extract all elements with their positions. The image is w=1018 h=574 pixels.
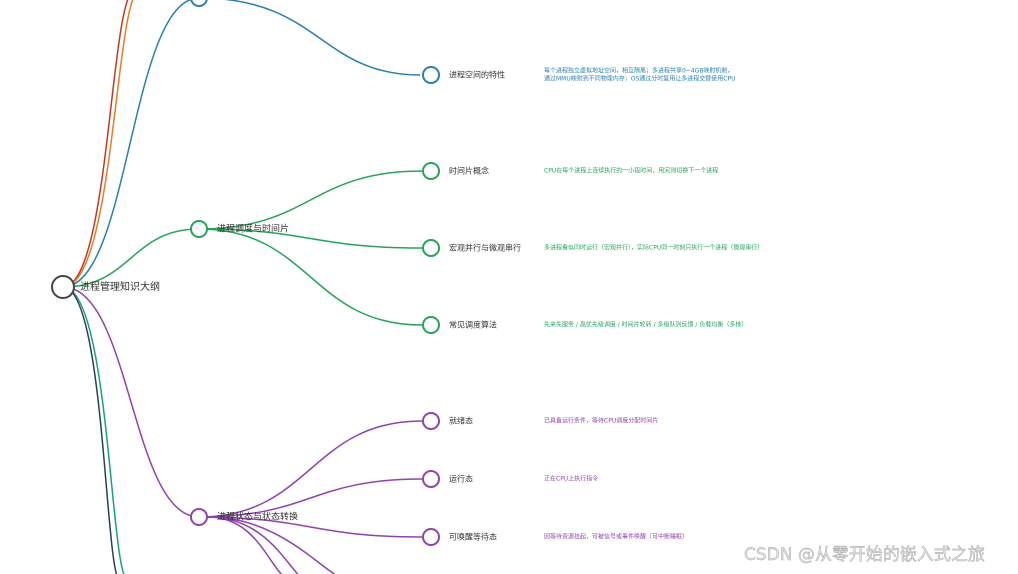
leaf-desc: 正在CPU上执行指令 [544, 475, 598, 483]
link [198, 478, 423, 518]
leaf-label: 常见调度算法 [449, 320, 497, 330]
leaf-node [422, 316, 440, 334]
watermark: CSDN @从零开始的嵌入式之旅 [744, 545, 985, 565]
link [62, 286, 118, 574]
branch-label: 进程调度与时间片 [217, 223, 289, 235]
leaf-node [422, 239, 440, 257]
link [198, 228, 423, 326]
leaf-desc: 每个进程独立虚拟地址空间，相互隔离；多进程共享0~4GB映射机制， [544, 67, 733, 75]
link [62, 0, 129, 288]
branch-node [190, 0, 208, 7]
link [207, 516, 336, 574]
leaf-node [422, 162, 440, 180]
leaf-desc: 先来先服务 / 高优先级调度 / 时间片轮转 / 多级队列反馈 / 负载均衡（多… [544, 321, 747, 329]
link [62, 0, 193, 288]
leaf-label: 运行态 [449, 474, 473, 484]
leaf-node [422, 470, 440, 488]
link [62, 286, 200, 518]
link [222, 0, 421, 76]
links [62, 0, 423, 574]
leaf-label: 可唤醒等待态 [449, 532, 497, 542]
leaf-label: 宏观并行与微观串行 [449, 243, 521, 253]
branch-node [190, 220, 208, 238]
link [62, 0, 134, 288]
link [198, 516, 423, 538]
branch-label: 进程状态与状态转换 [217, 511, 298, 523]
link [62, 286, 125, 574]
leaf-node [422, 528, 440, 546]
link [207, 516, 299, 574]
root-label: 进程管理知识大纲 [80, 280, 160, 293]
link [62, 228, 200, 288]
leaf-desc: 通过MMU映射到不同物理内存；OS通过分时复用让多进程交替使用CPU [544, 75, 735, 83]
link [198, 228, 423, 249]
root-node [51, 275, 75, 299]
branch-node [190, 508, 208, 526]
leaf-node [422, 66, 440, 84]
link [198, 420, 423, 518]
leaf-desc: 因等待资源挂起，可被信号或事件唤醒（可中断睡眠） [544, 533, 688, 541]
leaf-node [422, 412, 440, 430]
link [198, 170, 423, 230]
leaf-desc: 已具备运行条件，等待CPU调度分配时间片 [544, 417, 658, 425]
leaf-desc: 多进程看似同时运行（宏观并行），实际CPU同一时刻只执行一个进程（微观串行） [544, 244, 763, 252]
leaf-label: 时间片概念 [449, 166, 489, 176]
leaf-label: 就绪态 [449, 416, 473, 426]
link [207, 516, 283, 574]
leaf-desc: CPU在每个进程上连续执行的一小段时间，用完则切换下一个进程 [544, 167, 718, 175]
leaf-label: 进程空间的特性 [449, 70, 505, 80]
